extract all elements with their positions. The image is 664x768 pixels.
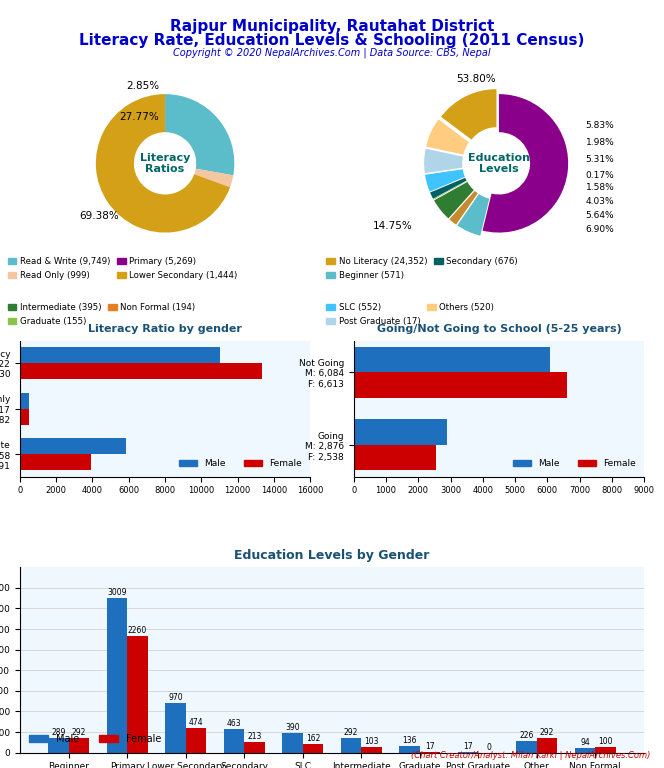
Text: 3009: 3009: [108, 588, 127, 597]
Wedge shape: [425, 169, 465, 191]
Text: 14.75%: 14.75%: [373, 221, 412, 231]
Text: 970: 970: [168, 693, 183, 702]
Text: 1.98%: 1.98%: [586, 138, 614, 147]
Legend: Male, Female: Male, Female: [25, 730, 165, 748]
Bar: [20, 455, 90, 470]
Legend: No Literacy (24,352), Beginner (571), Secondary (676): No Literacy (24,352), Beginner (571), Se…: [323, 254, 521, 283]
Bar: [20, 409, 29, 425]
Bar: [354, 346, 550, 372]
Text: 27.77%: 27.77%: [120, 112, 159, 122]
Wedge shape: [96, 94, 230, 233]
Bar: [107, 598, 127, 753]
Wedge shape: [457, 194, 489, 236]
Bar: [595, 747, 616, 753]
Text: 5.64%: 5.64%: [586, 210, 614, 220]
Text: 17: 17: [425, 742, 435, 751]
Text: (Chart Creator/Analyst: Milan Karki | NepalArchives.Com): (Chart Creator/Analyst: Milan Karki | Ne…: [411, 751, 651, 760]
Text: 1.58%: 1.58%: [586, 183, 614, 192]
Bar: [282, 733, 303, 753]
Text: 103: 103: [365, 737, 378, 746]
Bar: [224, 729, 244, 753]
Wedge shape: [483, 94, 568, 233]
Legend: Male, Female: Male, Female: [176, 455, 305, 472]
Text: 94: 94: [580, 738, 590, 746]
Bar: [399, 746, 420, 753]
Text: 213: 213: [247, 732, 262, 740]
Text: 5.31%: 5.31%: [586, 155, 614, 164]
Text: 292: 292: [344, 727, 358, 737]
Text: 474: 474: [189, 718, 203, 727]
Bar: [354, 419, 447, 445]
Bar: [420, 752, 440, 753]
Bar: [186, 728, 207, 753]
Text: 17: 17: [463, 742, 473, 751]
Bar: [165, 703, 186, 753]
Wedge shape: [430, 177, 467, 199]
Text: 100: 100: [598, 737, 613, 746]
Wedge shape: [195, 169, 233, 187]
Legend: Male, Female: Male, Female: [509, 455, 639, 472]
Bar: [20, 346, 220, 362]
Text: 2260: 2260: [128, 626, 147, 635]
Bar: [517, 741, 537, 753]
Bar: [575, 748, 595, 753]
Bar: [341, 737, 361, 753]
Wedge shape: [426, 120, 469, 154]
Legend: SLC (552), Post Graduate (17), Others (520): SLC (552), Post Graduate (17), Others (5…: [323, 300, 497, 329]
Wedge shape: [434, 182, 474, 218]
Text: 292: 292: [540, 727, 554, 737]
Text: 0.17%: 0.17%: [586, 171, 614, 180]
Text: 292: 292: [72, 727, 86, 737]
Text: 136: 136: [402, 736, 417, 745]
Text: 289: 289: [51, 728, 66, 737]
Bar: [48, 738, 69, 753]
Bar: [20, 392, 29, 409]
Wedge shape: [433, 180, 467, 200]
Bar: [127, 636, 147, 753]
Bar: [303, 744, 323, 753]
Title: Going/Not Going to School (5-25 years): Going/Not Going to School (5-25 years): [376, 324, 622, 334]
Text: 390: 390: [286, 723, 300, 732]
Text: 0: 0: [486, 743, 491, 752]
Text: 53.80%: 53.80%: [457, 74, 496, 84]
Text: Literacy
Ratios: Literacy Ratios: [140, 153, 191, 174]
Title: Literacy Ratio by gender: Literacy Ratio by gender: [88, 324, 242, 334]
Text: Copyright © 2020 NepalArchives.Com | Data Source: CBS, Nepal: Copyright © 2020 NepalArchives.Com | Dat…: [173, 48, 491, 58]
Text: 5.83%: 5.83%: [586, 121, 614, 130]
Text: 4.03%: 4.03%: [586, 197, 614, 206]
Wedge shape: [450, 191, 478, 224]
Text: Education
Levels: Education Levels: [468, 153, 530, 174]
Text: 2.85%: 2.85%: [126, 81, 159, 91]
Text: 6.90%: 6.90%: [586, 224, 614, 233]
Bar: [20, 362, 262, 379]
Bar: [20, 439, 126, 455]
Text: 69.38%: 69.38%: [80, 210, 119, 220]
Text: 226: 226: [519, 731, 534, 740]
Text: 162: 162: [306, 734, 320, 743]
Text: 463: 463: [226, 719, 241, 728]
Bar: [361, 747, 382, 753]
Wedge shape: [165, 94, 234, 175]
Bar: [457, 752, 478, 753]
Bar: [537, 737, 557, 753]
Wedge shape: [424, 149, 463, 173]
Bar: [354, 372, 567, 398]
Title: Education Levels by Gender: Education Levels by Gender: [234, 549, 430, 562]
Bar: [69, 737, 89, 753]
Text: Literacy Rate, Education Levels & Schooling (2011 Census): Literacy Rate, Education Levels & School…: [79, 33, 585, 48]
Wedge shape: [441, 89, 497, 140]
Text: Rajpur Municipality, Rautahat District: Rajpur Municipality, Rautahat District: [170, 19, 494, 35]
Bar: [354, 445, 436, 470]
Bar: [244, 742, 265, 753]
